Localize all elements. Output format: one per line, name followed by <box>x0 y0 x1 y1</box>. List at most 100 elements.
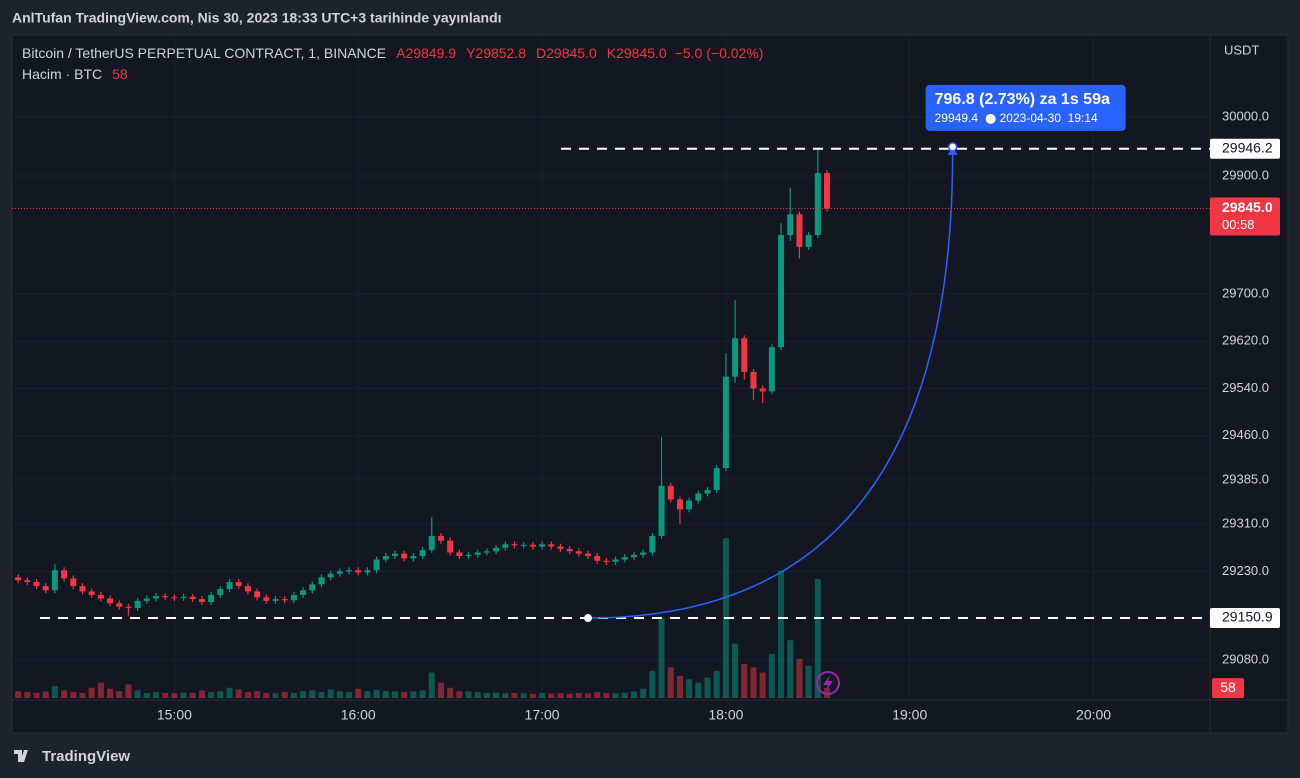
candle <box>695 490 702 504</box>
candle <box>667 482 674 503</box>
y-tick-label: 29310.0 <box>1222 516 1269 531</box>
candle-body <box>824 173 831 209</box>
candle-body <box>676 499 683 510</box>
candle <box>24 577 31 585</box>
candle <box>88 588 95 598</box>
volume-bar <box>419 690 426 698</box>
volume-bar <box>529 693 536 698</box>
logo-text: TradingView <box>42 748 130 765</box>
volume-bar <box>676 675 683 698</box>
candle <box>410 553 417 562</box>
candle <box>493 544 500 555</box>
candle <box>511 541 518 549</box>
candle-body <box>244 586 251 592</box>
candle-body <box>768 347 775 392</box>
candle <box>805 232 812 250</box>
candle-body <box>134 600 141 608</box>
volume-bar <box>750 667 757 698</box>
candle <box>143 595 150 604</box>
candle-body <box>162 596 169 598</box>
legend: Bitcoin / TetherUS PERPETUAL CONTRACT, 1… <box>22 45 763 61</box>
candle-body <box>741 338 748 372</box>
volume-bar <box>474 692 481 698</box>
volume-bar <box>686 679 693 698</box>
level-label-box <box>1210 608 1280 629</box>
candle-body <box>575 551 582 554</box>
candle-body <box>805 235 812 247</box>
measure-start <box>584 614 593 623</box>
candle-body <box>254 591 261 598</box>
volume-bar <box>502 693 509 698</box>
candle <box>529 541 536 550</box>
volume-bar <box>649 670 656 698</box>
volume-legend: Hacim · BTC 58 <box>22 66 128 82</box>
candle <box>198 596 205 605</box>
volume-bar <box>787 640 794 698</box>
volume-bar <box>254 691 261 698</box>
volume-bar <box>217 691 224 698</box>
candle <box>309 581 316 594</box>
x-tick-label: 18:00 <box>708 707 743 723</box>
volume-bar <box>42 691 49 698</box>
symbol: Bitcoin / TetherUS PERPETUAL CONTRACT, 1… <box>22 45 386 61</box>
candle-body <box>373 559 380 571</box>
candle <box>263 594 270 604</box>
candle-body <box>382 556 389 560</box>
volume-bar <box>695 682 702 698</box>
publish-title: AnlTufan TradingView.com, Nis 30, 2023 1… <box>12 10 502 26</box>
candle <box>704 486 711 497</box>
volume-bar <box>33 692 40 698</box>
candle-body <box>787 214 794 236</box>
volume-bar <box>382 690 389 698</box>
candle <box>15 574 22 584</box>
candle-body <box>640 552 647 555</box>
candle-body <box>189 596 196 600</box>
candle <box>217 586 224 598</box>
candle-body <box>649 535 656 553</box>
volume-bar <box>575 692 582 698</box>
candle-body <box>548 544 555 547</box>
candle-body <box>88 591 95 595</box>
volume-bar <box>153 692 160 698</box>
candle <box>401 550 408 562</box>
candle-body <box>309 584 316 591</box>
candle <box>428 517 435 554</box>
candle <box>575 548 582 557</box>
candle-body <box>778 235 785 348</box>
volume-bar <box>557 693 564 698</box>
level-label-box <box>1210 138 1280 159</box>
volume-bar <box>373 689 380 698</box>
candle <box>686 497 693 513</box>
legend-key: K <box>607 45 617 61</box>
candle-body <box>235 581 242 587</box>
volume-tag-box <box>1212 678 1244 699</box>
candle <box>382 553 389 563</box>
candle <box>539 541 546 550</box>
candle-body <box>226 581 233 590</box>
candle <box>70 575 77 590</box>
volume-bar <box>336 691 343 698</box>
last-price-box <box>1210 197 1280 236</box>
candle-body <box>732 338 739 377</box>
candle-body <box>143 598 150 601</box>
volume-bar <box>483 692 490 698</box>
candle <box>171 594 178 601</box>
candle-body <box>391 553 398 557</box>
candle-body <box>612 559 619 562</box>
volume-bar <box>768 653 775 698</box>
volume-bar <box>15 691 22 698</box>
volume-bar <box>585 693 592 698</box>
volume-bar <box>107 688 114 698</box>
candle <box>676 496 683 525</box>
candle <box>318 574 325 588</box>
volume-bar <box>658 618 665 698</box>
candle <box>759 385 766 404</box>
candle-body <box>502 544 509 548</box>
volume-bar <box>594 692 601 698</box>
candle <box>346 567 353 575</box>
candle-body <box>42 586 49 591</box>
candle <box>42 583 49 594</box>
candle <box>97 592 104 602</box>
candle-body <box>79 586 86 592</box>
